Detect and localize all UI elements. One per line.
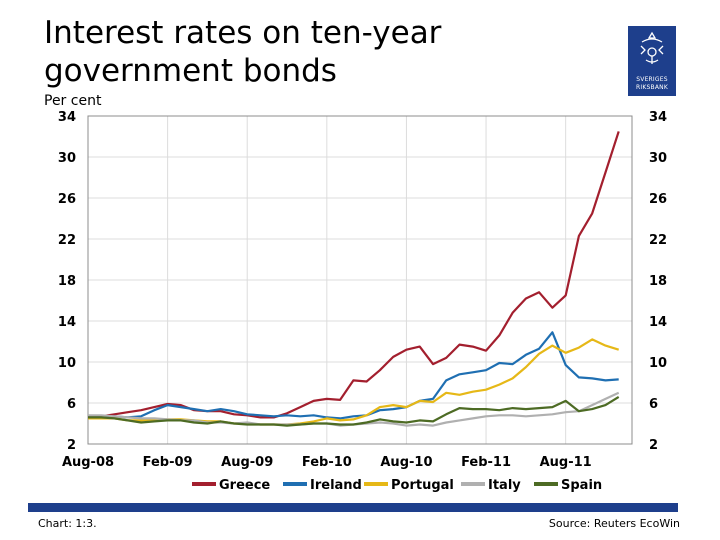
logo-line-2: RIKSBANK <box>636 84 668 91</box>
y-tick-label-right: 6 <box>649 397 658 412</box>
riksbank-logo: SVERIGES RIKSBANK <box>628 26 676 96</box>
y-tick-label-left: 26 <box>58 192 76 207</box>
plot-area <box>87 115 633 445</box>
y-tick-label-left: 14 <box>58 315 76 330</box>
unit-label: Per cent <box>44 93 102 109</box>
chart-grid <box>88 116 632 444</box>
y-tick-label-right: 22 <box>649 233 667 248</box>
legend-label-italy: Italy <box>488 478 521 493</box>
y-tick-label-left: 10 <box>58 356 76 371</box>
x-tick-label: Aug-09 <box>221 455 273 470</box>
y-tick-label-right: 2 <box>649 438 658 453</box>
chart-title: Interest rates on ten-year government bo… <box>44 15 442 89</box>
y-tick-label-left: 34 <box>58 110 76 125</box>
y-tick-label-right: 14 <box>649 315 667 330</box>
y-tick-label-right: 34 <box>649 110 667 125</box>
legend-label-greece: Greece <box>219 478 270 493</box>
x-tick-label: Aug-08 <box>62 455 114 470</box>
x-tick-label: Feb-11 <box>461 455 511 470</box>
y-tick-label-right: 30 <box>649 151 667 166</box>
y-tick-label-right: 26 <box>649 192 667 207</box>
series-line-ireland <box>88 331 619 420</box>
y-tick-label-right: 18 <box>649 274 667 289</box>
y-tick-label-left: 30 <box>58 151 76 166</box>
source-note: Source: Reuters EcoWin <box>548 517 680 530</box>
chart-legend: Greece Ireland Portugal Italy Spain <box>192 478 602 493</box>
y-tick-label-left: 18 <box>58 274 76 289</box>
x-tick-label: Feb-10 <box>302 455 352 470</box>
legend-label-portugal: Portugal <box>391 478 454 493</box>
x-tick-label: Feb-09 <box>143 455 193 470</box>
footer-bar <box>28 503 678 512</box>
y-tick-label-left: 2 <box>67 438 76 453</box>
legend-label-spain: Spain <box>561 478 602 493</box>
legend-label-ireland: Ireland <box>310 478 362 493</box>
chart-series <box>88 131 620 427</box>
riksbank-crest-icon <box>640 31 664 64</box>
y-tick-label-left: 6 <box>67 397 76 412</box>
chart-number: Chart: 1:3. <box>38 517 97 530</box>
logo-line-1: SVERIGES <box>636 76 668 83</box>
x-tick-label: Aug-10 <box>380 455 432 470</box>
series-line-spain <box>88 395 620 427</box>
series-line-greece <box>88 131 620 419</box>
x-tick-label: Aug-11 <box>540 455 592 470</box>
y-tick-label-right: 10 <box>649 356 667 371</box>
y-tick-label-left: 22 <box>58 233 76 248</box>
